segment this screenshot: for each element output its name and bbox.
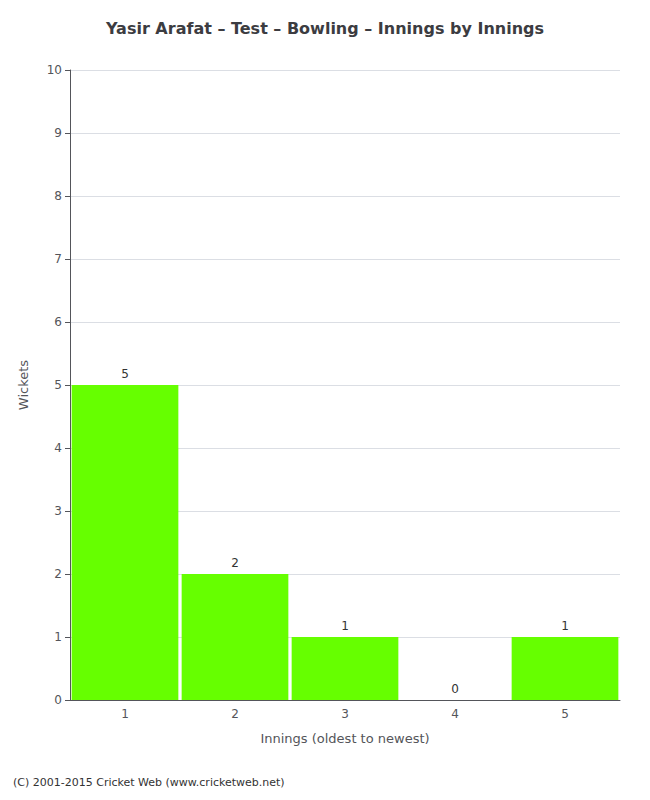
svg-text:Innings (oldest to newest): Innings (oldest to newest)	[260, 731, 429, 746]
svg-text:0: 0	[54, 693, 62, 707]
svg-text:4: 4	[451, 707, 459, 721]
svg-text:1: 1	[121, 707, 129, 721]
svg-text:5: 5	[121, 367, 129, 381]
svg-text:1: 1	[341, 619, 349, 633]
svg-text:1: 1	[54, 630, 62, 644]
svg-text:(C) 2001-2015 Cricket Web (www: (C) 2001-2015 Cricket Web (www.cricketwe…	[13, 776, 285, 789]
svg-text:4: 4	[54, 441, 62, 455]
svg-text:0: 0	[451, 682, 459, 696]
svg-text:1: 1	[561, 619, 569, 633]
svg-text:2: 2	[54, 567, 62, 581]
svg-text:2: 2	[231, 707, 239, 721]
svg-text:7: 7	[54, 252, 62, 266]
svg-text:8: 8	[54, 189, 62, 203]
svg-text:9: 9	[54, 126, 62, 140]
svg-text:10: 10	[47, 63, 62, 77]
svg-text:Wickets: Wickets	[16, 360, 31, 410]
svg-text:5: 5	[54, 378, 62, 392]
svg-text:5: 5	[561, 707, 569, 721]
svg-text:2: 2	[231, 556, 239, 570]
svg-text:3: 3	[54, 504, 62, 518]
svg-text:3: 3	[341, 707, 349, 721]
svg-text:Yasir Arafat – Test – Bowling: Yasir Arafat – Test – Bowling – Innings …	[105, 19, 544, 38]
svg-text:6: 6	[54, 315, 62, 329]
